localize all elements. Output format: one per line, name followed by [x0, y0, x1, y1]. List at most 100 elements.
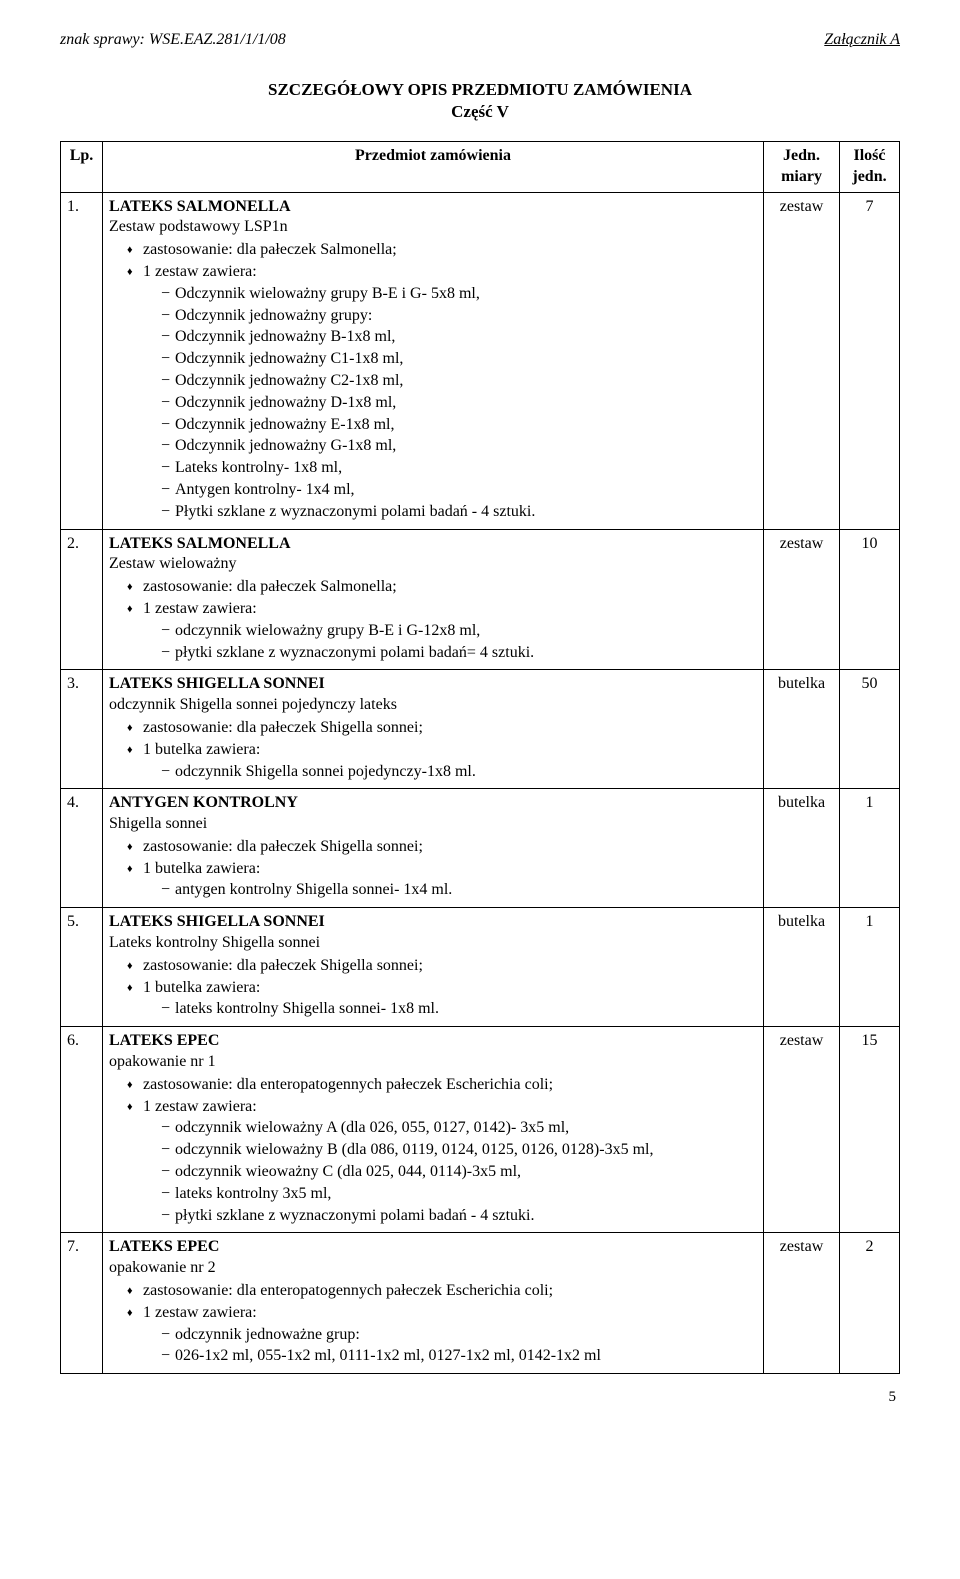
- list-item: zastosowanie: dla pałeczek Salmonella;: [127, 577, 757, 598]
- list-item: Odczynnik jednoważny grupy:: [161, 306, 757, 327]
- document-title: SZCZEGÓŁOWY OPIS PRZEDMIOTU ZAMÓWIENIA C…: [60, 79, 900, 123]
- row-lp: 6.: [61, 1027, 103, 1233]
- item-name: ANTYGEN KONTROLNY: [109, 794, 298, 811]
- list-item: Odczynnik jednoważny B-1x8 ml,: [161, 327, 757, 348]
- item-name: LATEKS SHIGELLA SONNEI: [109, 913, 325, 930]
- list-item: 1 butelka zawiera:odczynnik Shigella son…: [127, 740, 757, 783]
- list-item: Odczynnik jednoważny D-1x8 ml,: [161, 393, 757, 414]
- list-item: Odczynnik jednoważny C2-1x8 ml,: [161, 371, 757, 392]
- list-item: zastosowanie: dla enteropatogennych pałe…: [127, 1075, 757, 1096]
- header-row: znak sprawy: WSE.EAZ.281/1/1/08 Załączni…: [60, 30, 900, 51]
- table-row: 2. LATEKS SALMONELLA Zestaw wieloważny zast…: [61, 529, 900, 670]
- list-item: Lateks kontrolny- 1x8 ml,: [161, 458, 757, 479]
- list-item: zastosowanie: dla pałeczek Shigella sonn…: [127, 837, 757, 858]
- list-item: odczynnik wieoważny C (dla 025, 044, 011…: [161, 1162, 757, 1183]
- list-item: odczynnik wieloważny B (dla 086, 0119, 0…: [161, 1140, 757, 1161]
- item-subname: Zestaw wieloważny: [109, 555, 237, 572]
- row-description: ANTYGEN KONTROLNY Shigella sonnei zastosow…: [103, 789, 764, 908]
- row-unit: zestaw: [764, 192, 840, 529]
- list-item: lateks kontrolny Shigella sonnei- 1x8 ml…: [161, 999, 757, 1020]
- bullet-list-secondary: odczynnik jednoważne grup:026-1x2 ml, 05…: [143, 1325, 757, 1368]
- bullet-list-primary: zastosowanie: dla pałeczek Salmonella;1 …: [109, 240, 757, 522]
- list-item: zastosowanie: dla pałeczek Shigella sonn…: [127, 956, 757, 977]
- table-row: 4. ANTYGEN KONTROLNY Shigella sonnei zastos…: [61, 789, 900, 908]
- row-lp: 3.: [61, 670, 103, 789]
- table-row: 7. LATEKS EPEC opakowanie nr 2 zastosowanie…: [61, 1233, 900, 1374]
- title-line-2: Część V: [60, 101, 900, 123]
- list-item: zastosowanie: dla pałeczek Shigella sonn…: [127, 718, 757, 739]
- list-item: Odczynnik wieloważny grupy B-E i G- 5x8 …: [161, 284, 757, 305]
- bullet-list-secondary: lateks kontrolny Shigella sonnei- 1x8 ml…: [143, 999, 757, 1020]
- col-subject: Przedmiot zamówienia: [103, 141, 764, 192]
- item-subname: Shigella sonnei: [109, 815, 207, 832]
- bullet-list-secondary: antygen kontrolny Shigella sonnei- 1x4 m…: [143, 880, 757, 901]
- row-unit: butelka: [764, 789, 840, 908]
- table-row: 1.LATEKS SALMONELLAZestaw podstawowy LSP…: [61, 192, 900, 529]
- row-description: LATEKS EPEC opakowanie nr 2 zastosowanie: …: [103, 1233, 764, 1374]
- attachment-label: Załącznik A: [824, 30, 900, 51]
- row-qty: 2: [840, 1233, 900, 1374]
- list-item: 1 butelka zawiera:lateks kontrolny Shige…: [127, 978, 757, 1021]
- list-item: 1 butelka zawiera:antygen kontrolny Shig…: [127, 859, 757, 902]
- item-name: LATEKS EPEC: [109, 1032, 219, 1049]
- row-lp: 1.: [61, 192, 103, 529]
- list-item: zastosowanie: dla enteropatogennych pałe…: [127, 1281, 757, 1302]
- list-item: odczynnik jednoważne grup:: [161, 1325, 757, 1346]
- list-item: Odczynnik jednoważny E-1x8 ml,: [161, 415, 757, 436]
- row-lp: 5.: [61, 908, 103, 1027]
- case-number: znak sprawy: WSE.EAZ.281/1/1/08: [60, 30, 286, 51]
- row-qty: 1: [840, 908, 900, 1027]
- row-qty: 7: [840, 192, 900, 529]
- bullet-list-primary: zastosowanie: dla pałeczek Salmonella;1 …: [109, 577, 757, 663]
- table-row: 5. LATEKS SHIGELLA SONNEI Lateks kontrolny…: [61, 908, 900, 1027]
- row-lp: 4.: [61, 789, 103, 908]
- table-row: 3.LATEKS SHIGELLA SONNEIodczynnik Shigel…: [61, 670, 900, 789]
- table-header-row: Lp. Przedmiot zamówienia Jedn. miary Ilo…: [61, 141, 900, 192]
- row-unit: zestaw: [764, 1027, 840, 1233]
- list-item: Płytki szklane z wyznaczonymi polami bad…: [161, 502, 757, 523]
- col-lp: Lp.: [61, 141, 103, 192]
- item-subname: Zestaw podstawowy LSP1n: [109, 218, 288, 235]
- item-name: LATEKS SALMONELLA: [109, 535, 291, 552]
- row-description: LATEKS EPEC opakowanie nr 1 zastosowanie: …: [103, 1027, 764, 1233]
- list-item: 1 zestaw zawiera:odczynnik wieloważny gr…: [127, 599, 757, 663]
- row-description: LATEKS SHIGELLA SONNEIodczynnik Shigella…: [103, 670, 764, 789]
- row-qty: 15: [840, 1027, 900, 1233]
- bullet-list-secondary: Odczynnik wieloważny grupy B-E i G- 5x8 …: [143, 284, 757, 523]
- row-qty: 10: [840, 529, 900, 670]
- item-subname: Lateks kontrolny Shigella sonnei: [109, 934, 320, 951]
- row-description: LATEKS SALMONELLAZestaw podstawowy LSP1n…: [103, 192, 764, 529]
- list-item: antygen kontrolny Shigella sonnei- 1x4 m…: [161, 880, 757, 901]
- list-item: Odczynnik jednoważny C1-1x8 ml,: [161, 349, 757, 370]
- row-unit: zestaw: [764, 1233, 840, 1374]
- list-item: odczynnik wieloważny A (dla 026, 055, 01…: [161, 1118, 757, 1139]
- page-number: 5: [60, 1388, 900, 1408]
- list-item: 1 zestaw zawiera:odczynnik jednoważne gr…: [127, 1303, 757, 1367]
- bullet-list-primary: zastosowanie: dla enteropatogennych pałe…: [109, 1281, 757, 1367]
- row-qty: 50: [840, 670, 900, 789]
- item-subname: opakowanie nr 2: [109, 1259, 216, 1276]
- list-item: 1 zestaw zawiera:Odczynnik wieloważny gr…: [127, 262, 757, 523]
- row-unit: butelka: [764, 908, 840, 1027]
- list-item: płytki szklane z wyznaczonymi polami bad…: [161, 643, 757, 664]
- row-unit: zestaw: [764, 529, 840, 670]
- row-lp: 7.: [61, 1233, 103, 1374]
- item-name: LATEKS EPEC: [109, 1238, 219, 1255]
- title-line-1: SZCZEGÓŁOWY OPIS PRZEDMIOTU ZAMÓWIENIA: [60, 79, 900, 101]
- list-item: Antygen kontrolny- 1x4 ml,: [161, 480, 757, 501]
- list-item: 026-1x2 ml, 055-1x2 ml, 0111-1x2 ml, 012…: [161, 1346, 757, 1367]
- list-item: odczynnik Shigella sonnei pojedynczy-1x8…: [161, 762, 757, 783]
- list-item: Odczynnik jednoważny G-1x8 ml,: [161, 436, 757, 457]
- bullet-list-primary: zastosowanie: dla pałeczek Shigella sonn…: [109, 837, 757, 901]
- bullet-list-primary: zastosowanie: dla pałeczek Shigella sonn…: [109, 718, 757, 782]
- row-lp: 2.: [61, 529, 103, 670]
- row-qty: 1: [840, 789, 900, 908]
- order-table: Lp. Przedmiot zamówienia Jedn. miary Ilo…: [60, 141, 900, 1374]
- bullet-list-primary: zastosowanie: dla enteropatogennych pałe…: [109, 1075, 757, 1227]
- list-item: lateks kontrolny 3x5 ml,: [161, 1184, 757, 1205]
- bullet-list-secondary: odczynnik wieloważny grupy B-E i G-12x8 …: [143, 621, 757, 664]
- list-item: odczynnik wieloważny grupy B-E i G-12x8 …: [161, 621, 757, 642]
- list-item: płytki szklane z wyznaczonymi polami bad…: [161, 1206, 757, 1227]
- item-subname: opakowanie nr 1: [109, 1053, 216, 1070]
- col-qty: Ilość jedn.: [840, 141, 900, 192]
